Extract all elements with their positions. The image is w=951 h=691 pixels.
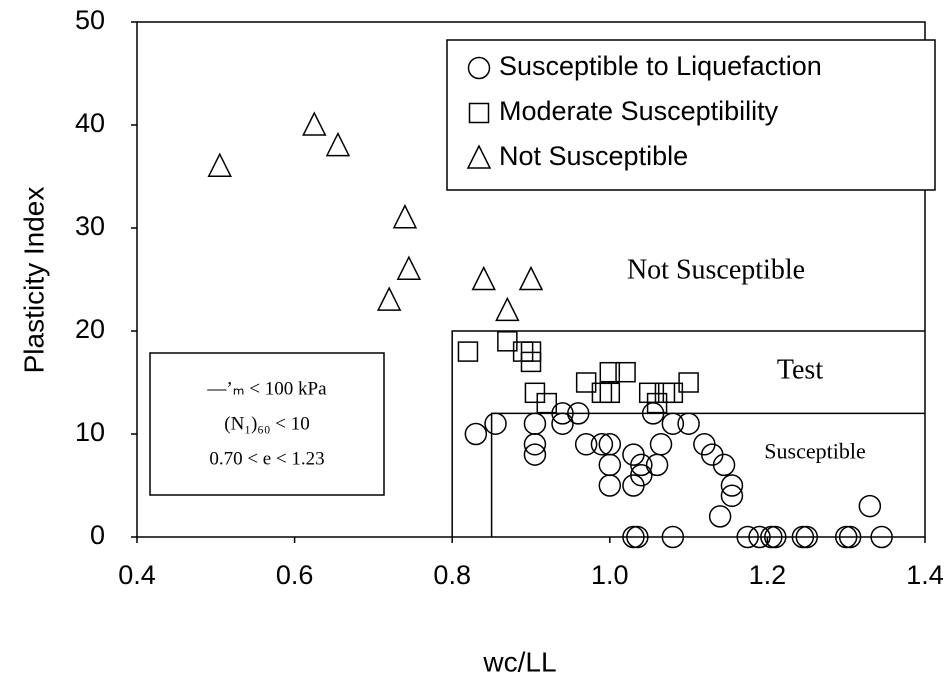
- point: [764, 525, 787, 549]
- x-tick-label: 0.6: [276, 560, 314, 590]
- point: [720, 474, 744, 497]
- point: [551, 402, 574, 425]
- point: [523, 443, 547, 466]
- y-tick-label: 30: [75, 211, 105, 241]
- x-axis-title: wc/LL: [482, 646, 556, 677]
- legend-marker: [468, 102, 490, 124]
- point: [523, 433, 547, 456]
- point: [708, 505, 732, 528]
- point: [575, 372, 597, 393]
- point: [396, 255, 422, 280]
- x-tick-label: 1.2: [749, 560, 787, 590]
- point: [838, 525, 862, 549]
- point: [661, 525, 685, 549]
- point: [736, 525, 759, 549]
- point: [207, 152, 232, 177]
- criteria-box: [149, 352, 385, 496]
- point: [598, 474, 622, 497]
- point: [376, 286, 402, 311]
- point: [677, 412, 700, 435]
- zone-label: Test: [777, 355, 823, 386]
- point: [720, 484, 744, 508]
- point: [858, 494, 882, 518]
- legend-label: Not Susceptible: [499, 141, 688, 171]
- y-tick-label: 20: [75, 314, 105, 344]
- y-axis-title: Plasticity Index: [18, 187, 49, 374]
- point: [497, 331, 518, 352]
- legend-marker: [466, 144, 492, 169]
- point: [523, 412, 547, 435]
- y-tick-label: 0: [90, 520, 105, 550]
- point: [661, 412, 685, 435]
- point: [630, 463, 653, 487]
- point: [520, 351, 542, 373]
- criteria-text: —’ₘ < 100 kPa: [206, 378, 327, 399]
- x-tick-label: 0.8: [433, 560, 471, 590]
- point: [392, 204, 418, 229]
- legend-box: [446, 39, 936, 191]
- point: [520, 341, 542, 362]
- point: [599, 382, 621, 404]
- point: [464, 422, 488, 446]
- point: [325, 131, 351, 157]
- y-tick-label: 40: [75, 108, 105, 138]
- point: [524, 382, 546, 404]
- point: [630, 453, 653, 477]
- point: [551, 412, 574, 435]
- zone-label: Susceptible: [764, 438, 865, 463]
- legend-label: Moderate Susceptibility: [499, 96, 779, 126]
- point: [536, 392, 558, 414]
- criteria-text: (N₁)₆₀ < 10: [224, 413, 309, 434]
- point: [646, 392, 668, 414]
- point: [649, 433, 673, 456]
- plot-frame: [136, 21, 926, 538]
- point: [590, 433, 614, 456]
- point: [495, 296, 520, 322]
- point: [599, 361, 621, 383]
- point: [712, 453, 736, 477]
- y-tick-label: 10: [75, 417, 105, 447]
- point: [567, 402, 590, 425]
- point: [302, 111, 327, 136]
- point: [457, 341, 479, 362]
- point: [870, 525, 893, 549]
- point: [471, 265, 496, 291]
- point: [626, 525, 649, 549]
- y-tick-label: 50: [75, 5, 105, 35]
- point: [678, 372, 699, 393]
- point: [615, 361, 636, 383]
- point: [598, 453, 622, 477]
- criteria-text: 0.70 < e < 1.23: [209, 448, 324, 469]
- legend-marker: [467, 56, 491, 80]
- point: [518, 265, 544, 291]
- point: [748, 525, 771, 549]
- point: [574, 433, 598, 456]
- x-tick-label: 1.4: [906, 560, 944, 590]
- zone-label: Not Susceptible: [627, 254, 805, 285]
- point: [795, 525, 819, 549]
- x-tick-label: 0.4: [118, 560, 156, 590]
- legend-label: Susceptible to Liquefaction: [499, 51, 822, 81]
- zone-boundary: [451, 330, 925, 537]
- point: [662, 382, 684, 404]
- x-tick-label: 1.0: [591, 560, 629, 590]
- point: [484, 412, 507, 435]
- point: [638, 382, 660, 404]
- point: [645, 453, 669, 477]
